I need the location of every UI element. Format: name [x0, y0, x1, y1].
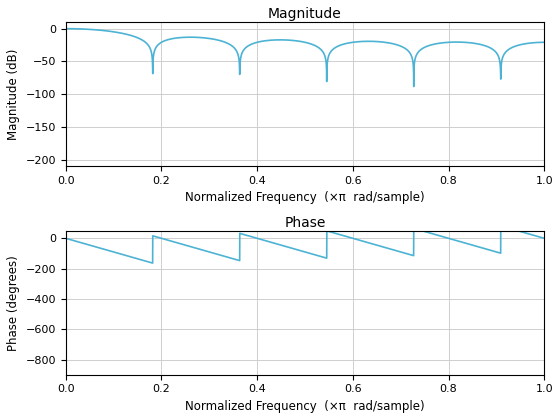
Y-axis label: Phase (degrees): Phase (degrees) [7, 255, 20, 351]
Y-axis label: Magnitude (dB): Magnitude (dB) [7, 48, 20, 140]
Title: Phase: Phase [284, 215, 326, 230]
Title: Magnitude: Magnitude [268, 7, 342, 21]
X-axis label: Normalized Frequency  (×π  rad/sample): Normalized Frequency (×π rad/sample) [185, 400, 425, 413]
X-axis label: Normalized Frequency  (×π  rad/sample): Normalized Frequency (×π rad/sample) [185, 192, 425, 205]
